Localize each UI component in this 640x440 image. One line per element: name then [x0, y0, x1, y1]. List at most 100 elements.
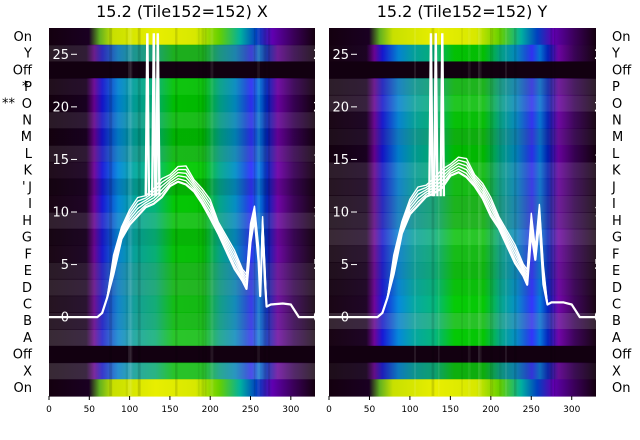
y-tick-label: 15 — [52, 153, 69, 168]
row-label-right: Off — [612, 63, 632, 78]
heatmap-row-shade — [329, 145, 596, 163]
x-ticks: 0 50 100 150 200 250 300 — [46, 396, 300, 415]
y-tick-label: 25 — [332, 48, 349, 63]
heatmap-row — [329, 145, 596, 163]
heatmap-row — [49, 44, 315, 63]
row-label-right: X — [612, 364, 621, 379]
heatmap-row — [329, 161, 596, 180]
heatmap-streak — [505, 28, 507, 396]
row-marker: * — [22, 80, 29, 95]
heatmap-row-shade — [329, 44, 596, 63]
y-tick-label-right: 5 — [313, 258, 321, 273]
heatmap-row-shade — [329, 78, 596, 96]
x-tick-label: 50 — [364, 405, 376, 415]
heatmap-row-shade — [49, 128, 315, 146]
heatmap-row — [49, 145, 315, 163]
row-label-left: F — [25, 247, 32, 262]
heatmap-area — [49, 28, 315, 397]
heatmap-row-shade — [49, 212, 315, 230]
heatmap-streak — [197, 28, 200, 396]
row-label-right: M — [612, 130, 623, 145]
heatmap-row-shade — [49, 295, 315, 313]
x-tick-label: 300 — [282, 405, 299, 415]
heatmap-streak — [109, 28, 113, 396]
x-tick-label: 300 — [563, 405, 580, 415]
heatmap-row-shade — [49, 278, 315, 297]
row-label-left: L — [25, 147, 33, 162]
heatmap-row-shade — [49, 312, 315, 330]
x-tick-label: 200 — [482, 405, 499, 415]
heatmap-streak — [125, 28, 128, 396]
heatmap-streak — [554, 28, 556, 396]
row-label-right: K — [612, 164, 621, 179]
x-tick-label: 0 — [46, 405, 52, 415]
row-label-right: G — [612, 231, 622, 246]
row-label-right: I — [612, 197, 616, 212]
y-tick-label: 20 — [52, 100, 69, 115]
heatmap-streak — [499, 28, 502, 396]
x-tick-label: 100 — [121, 405, 138, 415]
heatmap-row-shade — [329, 178, 596, 196]
heatmap-streak — [268, 28, 271, 396]
y-tick-label: 0 — [341, 311, 349, 326]
heatmap-row — [329, 111, 596, 129]
heatmap-row — [49, 312, 315, 330]
profile-spike — [439, 33, 446, 197]
row-label-left: N — [22, 114, 32, 129]
heatmap-row-shade — [49, 329, 315, 347]
heatmap-streak — [175, 28, 178, 396]
row-marker: ** — [2, 96, 16, 111]
heatmap-row-shade — [49, 78, 315, 96]
heatmap-streak — [480, 28, 482, 396]
y-tick-label: 0 — [61, 311, 69, 326]
heatmap-row — [49, 178, 315, 196]
heatmap-row — [329, 78, 596, 96]
y-tick-label-right: 0 — [594, 311, 602, 326]
y-tick-label: 10 — [332, 206, 349, 221]
heatmap-row — [329, 329, 596, 347]
row-label-left: G — [22, 231, 32, 246]
x-tick-label: 200 — [202, 405, 219, 415]
heatmap-streak — [477, 28, 481, 396]
y-tick-label: 5 — [341, 258, 349, 273]
row-label-left: K — [23, 164, 32, 179]
panel-x: 15.2 (Tile152=152) X 0055101015152020252… — [46, 2, 329, 415]
row-label-left: M — [21, 130, 32, 145]
heatmap-row-shade — [329, 312, 596, 330]
heatmap-row-shade — [49, 44, 315, 63]
row-label-right: L — [612, 147, 620, 162]
profile-spike — [432, 33, 439, 197]
heatmap-streak — [513, 28, 517, 396]
row-label-left: J — [27, 180, 32, 195]
heatmap-row — [329, 362, 596, 380]
heatmap-row — [49, 78, 315, 96]
heatmap-streak — [438, 28, 440, 396]
x-tick-label: 150 — [442, 405, 459, 415]
row-label-right: F — [612, 247, 619, 262]
heatmap-row-shade — [49, 195, 315, 212]
heatmap-row — [49, 212, 315, 230]
profile-spike — [144, 33, 151, 197]
heatmap-row — [329, 278, 596, 297]
row-label-right: E — [612, 264, 620, 279]
heatmap-row — [329, 345, 596, 364]
heatmap-row-shade — [329, 161, 596, 180]
heatmap-row-shade — [49, 262, 315, 280]
row-label-left: X — [23, 364, 32, 379]
heatmap-area — [329, 28, 596, 397]
row-marker: ' — [22, 180, 26, 195]
row-label-left: P — [24, 80, 32, 95]
row-label-left: E — [24, 264, 32, 279]
heatmap-streak — [257, 28, 260, 396]
row-label-left: B — [23, 314, 32, 329]
profile-line — [329, 156, 596, 318]
heatmap-row — [329, 44, 596, 63]
heatmap-streak — [467, 28, 471, 396]
heatmap-row — [49, 128, 315, 146]
heatmap-row-shade — [329, 362, 596, 380]
heatmap-row — [329, 295, 596, 313]
chart-title: 15.2 (Tile152=152) X — [96, 2, 268, 21]
